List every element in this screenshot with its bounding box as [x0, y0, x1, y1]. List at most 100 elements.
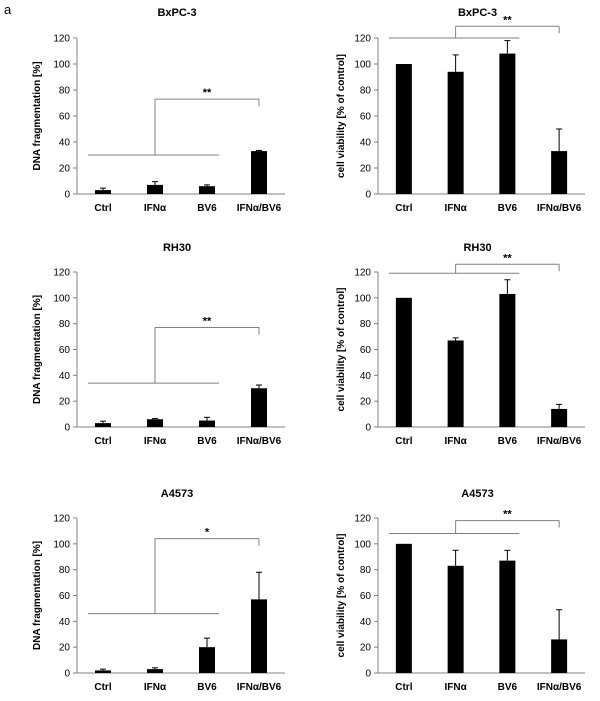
bar-BV6	[499, 560, 516, 673]
y-axis-label: cell viability [% of control]	[336, 54, 347, 178]
bar-BV6	[499, 53, 516, 194]
y-tick-label: 100	[354, 60, 371, 71]
bar-Ctrl	[95, 670, 111, 673]
y-tick-label: 0	[365, 669, 371, 680]
category-label: IFNα/BV6	[237, 682, 282, 693]
y-tick-label: 40	[59, 371, 71, 382]
category-label: BV6	[498, 682, 518, 693]
category-label: IFNα/BV6	[537, 203, 582, 214]
y-tick-label: 120	[53, 34, 70, 45]
chart-title: RH30	[463, 242, 491, 254]
y-tick-label: 0	[64, 669, 70, 680]
bar-IFNα	[447, 565, 464, 673]
y-axis-label: DNA fragmentation [%]	[32, 295, 43, 404]
bar-IFNα	[447, 340, 464, 427]
y-tick-label: 120	[53, 514, 70, 525]
y-axis-label: DNA fragmentation [%]	[32, 541, 43, 650]
y-tick-label: 20	[59, 397, 71, 408]
y-tick-label: 60	[360, 591, 372, 602]
significance-label: **	[203, 87, 212, 99]
category-label: IFNα	[144, 682, 167, 693]
chart-title: BxPC-3	[458, 7, 497, 19]
bar-IFNα/BV6	[551, 151, 568, 194]
category-label: IFNα/BV6	[537, 436, 582, 447]
y-tick-label: 20	[360, 397, 372, 408]
significance-label: **	[503, 252, 512, 264]
category-label: IFNα/BV6	[237, 436, 282, 447]
y-tick-label: 20	[360, 164, 372, 175]
y-tick-label: 40	[59, 138, 71, 149]
category-label: Ctrl	[94, 682, 111, 693]
y-tick-label: 80	[59, 319, 71, 330]
bar-Ctrl	[395, 543, 412, 673]
chart-5: A4573 DNA fragmentation [%] 0 20 40 60 80 100 12…	[32, 488, 285, 693]
category-label: IFNα	[444, 682, 467, 693]
y-tick-label: 100	[53, 539, 70, 550]
category-label: Ctrl	[94, 203, 111, 214]
category-label: BV6	[498, 436, 518, 447]
bar-Ctrl	[95, 423, 111, 427]
bar-IFNα/BV6	[551, 639, 568, 673]
bar-BV6	[199, 420, 215, 427]
significance-label: *	[205, 527, 210, 539]
y-tick-label: 80	[360, 86, 372, 97]
y-tick-label: 40	[360, 617, 372, 628]
category-label: Ctrl	[395, 682, 412, 693]
y-tick-label: 40	[360, 371, 372, 382]
bar-Ctrl	[95, 190, 111, 194]
y-axis-label: DNA fragmentation [%]	[32, 61, 43, 170]
bar-IFNα	[147, 184, 163, 194]
bar-IFNα	[147, 669, 163, 673]
bar-Ctrl	[395, 64, 412, 194]
category-label: BV6	[197, 436, 217, 447]
y-tick-label: 40	[59, 617, 71, 628]
chart-4: RH30 cell viability [% of control] 0 20 40 60…	[336, 242, 585, 447]
bar-BV6	[199, 647, 215, 673]
significance-label: **	[503, 509, 512, 521]
y-tick-label: 80	[59, 565, 71, 576]
chart-title: A4573	[161, 488, 193, 500]
category-label: Ctrl	[395, 203, 412, 214]
y-tick-label: 0	[365, 423, 371, 434]
y-tick-label: 80	[59, 86, 71, 97]
bar-Ctrl	[395, 297, 412, 427]
category-label: IFNα	[444, 436, 467, 447]
panel-label: a	[4, 2, 12, 17]
y-axis-label: cell viability [% of control]	[336, 288, 347, 412]
y-tick-label: 120	[354, 514, 371, 525]
y-tick-label: 100	[53, 60, 70, 71]
category-label: IFNα	[444, 203, 467, 214]
y-tick-label: 0	[64, 190, 70, 201]
bar-BV6	[199, 186, 215, 194]
y-tick-label: 100	[354, 293, 371, 304]
y-tick-label: 60	[59, 345, 71, 356]
category-label: IFNα	[144, 203, 167, 214]
category-label: IFNα	[144, 436, 167, 447]
significance-label: **	[503, 14, 512, 26]
y-axis-label: cell viability [% of control]	[336, 534, 347, 658]
y-tick-label: 60	[360, 345, 372, 356]
chart-title: A4573	[461, 488, 493, 500]
bar-BV6	[499, 293, 516, 427]
bar-IFNα/BV6	[251, 388, 267, 427]
y-tick-label: 40	[360, 138, 372, 149]
category-label: Ctrl	[94, 436, 111, 447]
y-tick-label: 60	[360, 112, 372, 123]
y-tick-label: 0	[365, 190, 371, 201]
bar-IFNα/BV6	[251, 599, 267, 673]
y-tick-label: 20	[59, 164, 71, 175]
y-tick-label: 60	[59, 591, 71, 602]
y-tick-label: 80	[360, 319, 372, 330]
y-tick-label: 60	[59, 112, 71, 123]
y-tick-label: 100	[53, 293, 70, 304]
chart-3: RH30 DNA fragmentation [%] 0 20 40 60 80 100 120…	[32, 242, 285, 447]
y-tick-label: 120	[53, 268, 70, 279]
chart-6: A4573 cell viability [% of control] 0 20 40 6…	[336, 488, 585, 693]
y-tick-label: 120	[354, 34, 371, 45]
bar-IFNα	[447, 71, 464, 194]
bar-IFNα/BV6	[251, 151, 267, 194]
y-tick-label: 0	[64, 423, 70, 434]
bar-IFNα/BV6	[551, 408, 568, 427]
y-tick-label: 120	[354, 268, 371, 279]
